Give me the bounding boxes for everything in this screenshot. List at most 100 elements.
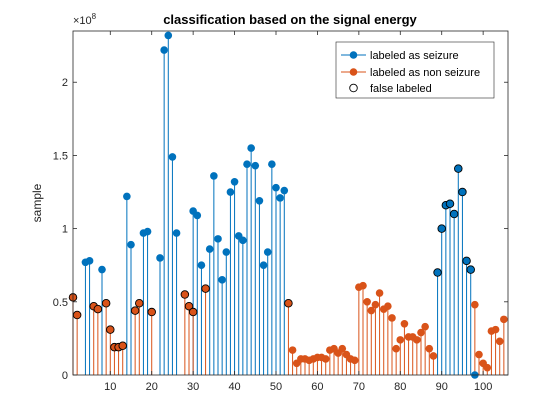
marker-non-seizure <box>483 363 492 372</box>
marker-seizure <box>85 257 94 265</box>
marker-seizure <box>268 160 276 169</box>
marker-seizure <box>247 144 255 152</box>
legend-label-non-seizure: labeled as non seizure <box>370 67 480 79</box>
x-tick-label: 80 <box>394 381 406 393</box>
marker-non-seizure-false-labeled <box>184 301 194 311</box>
marker-non-seizure <box>371 300 380 309</box>
marker-seizure-false-labeled <box>449 209 459 219</box>
marker-seizure-false-labeled <box>454 164 463 173</box>
marker-seizure-false-labeled <box>433 268 442 277</box>
markers-layer <box>68 31 508 379</box>
legend-marker-false-labeled <box>349 83 358 93</box>
x-tick-label: 20 <box>146 381 158 393</box>
marker-non-seizure <box>350 356 359 365</box>
chart-title: classification based on the signal energ… <box>163 12 417 27</box>
y-axis: 0 0.5 1 1.5 2 <box>53 77 508 382</box>
marker-non-seizure <box>321 355 330 363</box>
y-tick-label: 0.5 <box>53 297 68 309</box>
marker-non-seizure <box>338 344 347 353</box>
marker-seizure <box>218 276 226 284</box>
y-tick-label: 0 <box>62 370 68 382</box>
marker-seizure-false-labeled <box>458 187 467 197</box>
stems-layer <box>72 35 505 375</box>
marker-seizure <box>197 261 206 270</box>
legend-entry-seizure: labeled as seizure <box>341 50 459 62</box>
marker-non-seizure <box>500 315 508 324</box>
legend-label-false-labeled: false labeled <box>370 83 432 95</box>
legend: labeled as seizure labeled as non seizur… <box>335 41 495 99</box>
marker-seizure-false-labeled <box>437 224 446 233</box>
marker-non-seizure-false-labeled <box>284 299 293 308</box>
marker-non-seizure <box>417 328 425 337</box>
x-tick-label: 100 <box>474 381 492 393</box>
marker-non-seizure-false-labeled <box>106 325 115 334</box>
marker-non-seizure-false-labeled <box>118 341 127 350</box>
marker-seizure <box>172 229 181 237</box>
marker-non-seizure <box>495 337 504 346</box>
marker-seizure <box>263 248 272 256</box>
marker-seizure <box>272 183 280 192</box>
y-tick-label: 2 <box>62 77 68 89</box>
marker-non-seizure <box>475 350 483 359</box>
marker-non-seizure <box>367 306 376 315</box>
marker-non-seizure-false-labeled <box>72 310 82 320</box>
x-tick-label: 50 <box>270 381 282 393</box>
marker-seizure <box>98 265 106 274</box>
marker-seizure-false-labeled <box>445 199 455 208</box>
marker-non-seizure-false-labeled <box>201 284 210 293</box>
marker-non-seizure <box>491 325 500 334</box>
marker-seizure <box>243 160 251 169</box>
marker-non-seizure <box>388 314 396 322</box>
legend-entry-false-labeled: false labeled <box>349 83 432 95</box>
marker-seizure <box>160 46 168 54</box>
legend-label-seizure: labeled as seizure <box>370 50 459 62</box>
marker-seizure <box>239 236 247 245</box>
marker-seizure <box>205 245 214 253</box>
marker-non-seizure <box>384 302 392 311</box>
marker-seizure <box>222 248 231 256</box>
legend-marker-non-seizure <box>349 68 358 76</box>
marker-seizure <box>259 261 268 270</box>
x-tick-label: 70 <box>353 381 365 393</box>
marker-non-seizure-false-labeled <box>135 299 144 308</box>
x-axis: 10 20 30 40 50 60 70 80 90 100 <box>104 31 492 393</box>
marker-non-seizure-false-labeled <box>93 304 103 314</box>
x-tick-label: 30 <box>187 381 199 393</box>
marker-seizure <box>276 194 284 202</box>
y-axis-label: sample <box>30 183 44 222</box>
marker-non-seizure <box>396 336 405 344</box>
y-exponent-label: ×108 <box>73 12 97 27</box>
marker-non-seizure <box>400 319 409 328</box>
marker-non-seizure-false-labeled <box>147 307 156 317</box>
x-tick-label: 10 <box>104 381 116 393</box>
marker-seizure-false-labeled <box>462 256 471 266</box>
marker-seizure <box>123 192 131 201</box>
y-tick-label: 1.5 <box>53 150 68 162</box>
marker-non-seizure <box>421 322 429 331</box>
marker-seizure <box>230 177 239 186</box>
marker-seizure <box>214 235 222 243</box>
marker-seizure <box>251 161 260 170</box>
marker-non-seizure-false-labeled <box>180 290 190 299</box>
marker-non-seizure-false-labeled <box>101 299 111 308</box>
marker-seizure <box>193 211 202 220</box>
plot-frame <box>72 30 509 376</box>
marker-non-seizure <box>375 289 384 297</box>
marker-seizure <box>210 172 218 180</box>
marker-seizure <box>168 153 177 161</box>
marker-non-seizure <box>288 346 297 354</box>
legend-entry-non-seizure: labeled as non seizure <box>341 67 480 79</box>
marker-non-seizure <box>425 344 434 353</box>
marker-non-seizure <box>359 281 367 290</box>
x-tick-label: 90 <box>436 381 448 393</box>
legend-box <box>335 41 495 99</box>
marker-seizure <box>280 186 289 195</box>
x-tick-label: 60 <box>311 381 323 393</box>
marker-non-seizure <box>413 336 421 344</box>
legend-marker-seizure <box>349 51 358 59</box>
marker-seizure <box>143 227 152 236</box>
marker-seizure <box>255 197 264 205</box>
marker-non-seizure <box>429 352 438 360</box>
marker-non-seizure <box>471 300 479 309</box>
